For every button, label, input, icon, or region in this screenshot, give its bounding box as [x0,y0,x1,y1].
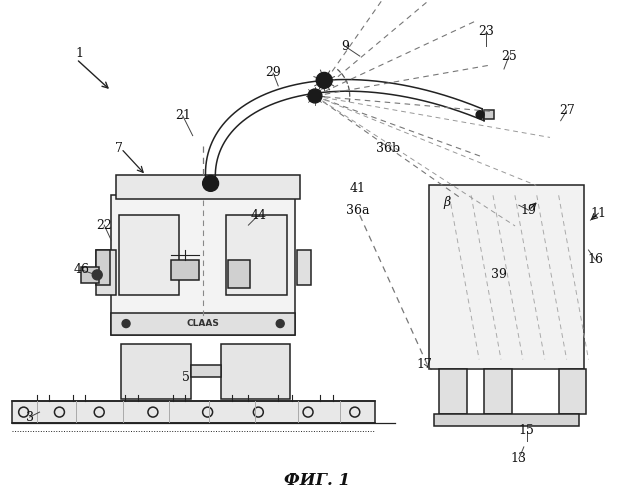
FancyBboxPatch shape [116,176,300,200]
FancyBboxPatch shape [97,250,116,294]
FancyBboxPatch shape [111,196,295,334]
Circle shape [308,89,322,103]
FancyBboxPatch shape [171,260,199,280]
FancyBboxPatch shape [484,110,494,118]
FancyBboxPatch shape [229,260,250,288]
FancyBboxPatch shape [11,401,375,423]
Circle shape [203,176,218,192]
FancyBboxPatch shape [429,186,584,370]
Text: 1: 1 [76,46,83,60]
Text: 22: 22 [97,218,112,232]
Text: 19: 19 [521,204,537,216]
FancyBboxPatch shape [434,414,578,426]
Text: 11: 11 [591,206,606,220]
Text: 23: 23 [478,24,494,38]
Text: 21: 21 [175,110,190,122]
FancyBboxPatch shape [439,370,467,414]
Text: 17: 17 [417,358,432,371]
FancyBboxPatch shape [111,312,295,334]
Text: 25: 25 [501,50,517,62]
Text: 44: 44 [250,208,266,222]
Text: 39: 39 [491,268,507,281]
Text: CLAAS: CLAAS [187,319,220,328]
Text: 13: 13 [511,452,527,466]
Text: 15: 15 [519,424,535,438]
Text: 41: 41 [350,182,366,195]
Text: 27: 27 [559,104,575,118]
Circle shape [276,320,284,328]
Text: 7: 7 [115,142,123,155]
FancyBboxPatch shape [121,344,190,399]
Text: 5: 5 [182,371,190,384]
Circle shape [316,72,332,88]
Text: β: β [444,196,451,209]
FancyBboxPatch shape [297,250,311,285]
Text: 3: 3 [25,410,34,424]
Text: 16: 16 [587,254,603,266]
Text: 9: 9 [341,40,349,52]
Text: 36b: 36b [375,142,399,155]
FancyBboxPatch shape [484,370,512,414]
Text: ФИГ. 1: ФИГ. 1 [284,472,350,489]
FancyBboxPatch shape [119,215,179,294]
Text: 29: 29 [265,66,281,80]
Circle shape [122,320,130,328]
FancyBboxPatch shape [97,250,110,285]
FancyBboxPatch shape [559,370,587,414]
Circle shape [476,111,484,118]
Text: 46: 46 [73,264,90,276]
FancyBboxPatch shape [225,215,287,294]
Circle shape [92,270,102,280]
FancyBboxPatch shape [220,344,290,399]
FancyBboxPatch shape [190,366,220,378]
FancyBboxPatch shape [81,267,99,283]
Text: 36a: 36a [346,204,370,216]
